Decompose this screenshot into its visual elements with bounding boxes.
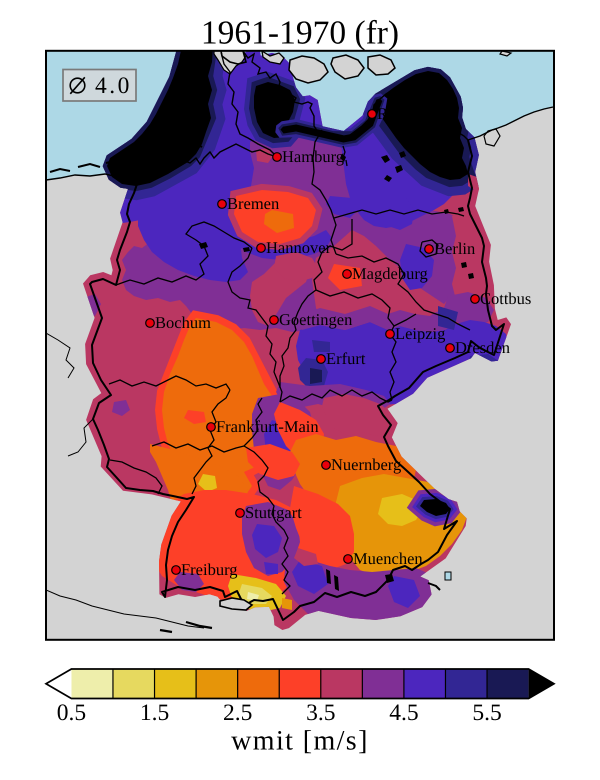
svg-text:1961-1970 (fr): 1961-1970 (fr) [201,15,399,52]
svg-text:Frankfurt-Main: Frankfurt-Main [216,417,319,436]
svg-text:Rostock: Rostock [377,104,432,123]
svg-text:Goettingen: Goettingen [279,310,352,329]
svg-text:Hamburg: Hamburg [282,147,344,166]
svg-text:Freiburg: Freiburg [181,560,238,579]
svg-text:2.5: 2.5 [223,700,252,726]
svg-text:Muenchen: Muenchen [353,549,423,568]
svg-text:Leipzig: Leipzig [395,324,445,343]
svg-text:Bremen: Bremen [227,194,279,213]
svg-text:Dresden: Dresden [455,338,510,357]
svg-text:Hannover: Hannover [266,238,332,257]
svg-text:1.5: 1.5 [140,700,169,726]
svg-text:Bochum: Bochum [155,313,211,332]
svg-text:3.5: 3.5 [306,700,335,726]
svg-text:4.0: 4.0 [95,73,132,99]
svg-text:Erfurt: Erfurt [326,349,366,368]
svg-text:Cottbus: Cottbus [480,289,531,308]
svg-text:5.5: 5.5 [472,700,501,726]
svg-text:4.5: 4.5 [389,700,418,726]
svg-text:0.5: 0.5 [57,700,86,726]
svg-text:wmit [m/s]: wmit [m/s] [231,726,369,757]
svg-text:Stuttgart: Stuttgart [245,503,302,522]
svg-text:Nuernberg: Nuernberg [331,455,401,474]
svg-text:Berlin: Berlin [434,239,475,258]
svg-text:Magdeburg: Magdeburg [352,264,428,283]
